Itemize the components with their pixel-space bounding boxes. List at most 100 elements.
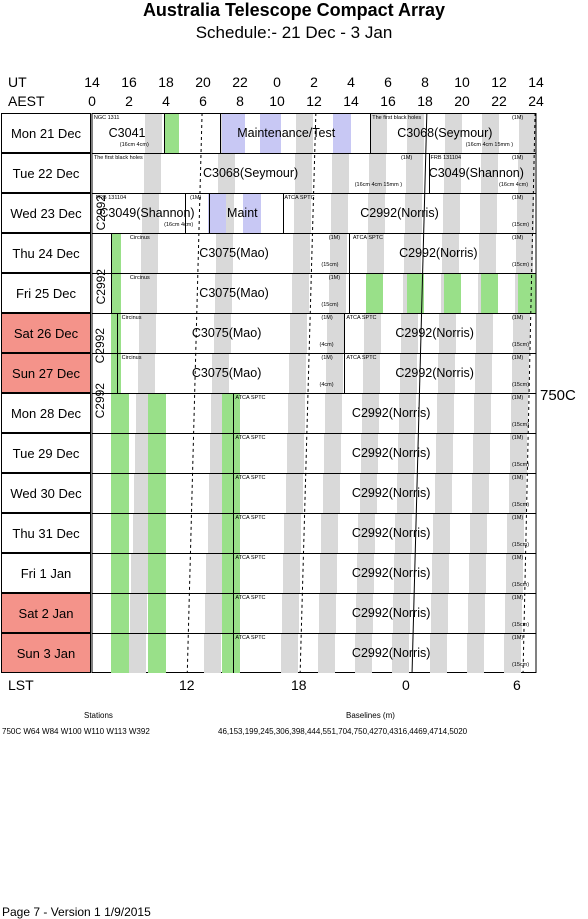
- receiver-config: (15cm): [511, 582, 530, 588]
- lst-stripe: [506, 554, 524, 593]
- lst-stripe: [445, 114, 463, 153]
- lst-stripe: [213, 314, 231, 353]
- block-separator: [282, 193, 284, 233]
- lst-stripe: [515, 234, 533, 273]
- maint-stripe: [260, 114, 281, 153]
- block-separator: [349, 233, 351, 273]
- aest-tick: 2: [125, 93, 133, 109]
- lst-stripe: [288, 394, 305, 433]
- lst-stripe: [400, 354, 418, 393]
- maint-stripe: [222, 114, 245, 153]
- night-stripe: [480, 274, 499, 313]
- lst-stripe: [364, 314, 382, 353]
- array-config: (1M): [511, 515, 524, 521]
- lst-stripe: [321, 514, 339, 553]
- lst-stripe: [481, 154, 499, 193]
- array-config: (1M): [511, 435, 524, 441]
- lst-stripe: [363, 354, 381, 393]
- night-stripe: [111, 434, 130, 473]
- receiver-config: (15cm): [511, 622, 530, 628]
- ut-tick: 14: [84, 74, 100, 90]
- receiver-config: (15cm): [511, 462, 530, 468]
- lst-stripe: [429, 634, 447, 673]
- aest-tick: 6: [199, 93, 207, 109]
- receiver-config: (15cm): [511, 342, 530, 348]
- project-target: FRB 131104: [430, 155, 462, 161]
- night-stripe: [365, 274, 384, 313]
- lst-stripe: [326, 354, 344, 393]
- array-config: (1M): [511, 475, 524, 481]
- lst-stripe: [331, 194, 349, 233]
- project-target: NGC 1311: [93, 115, 120, 121]
- block-separator: [116, 313, 118, 353]
- lst-stripe: [510, 394, 528, 433]
- block-separator: [232, 633, 234, 673]
- day-label: Tue 22 Dec: [1, 153, 91, 193]
- block-separator: [343, 313, 345, 353]
- night-stripe: [110, 354, 121, 393]
- aest-tick: 4: [162, 93, 170, 109]
- night-stripe: [111, 554, 130, 593]
- lst-stripe: [327, 314, 345, 353]
- lst-stripe: [479, 194, 497, 233]
- project-target: ATCA SPTC: [235, 555, 266, 561]
- stations-value: 750C W64 W84 W100 W110 W113 W392: [2, 727, 150, 736]
- project-code: C2992(Norris): [395, 326, 474, 340]
- night-stripe: [165, 114, 180, 153]
- block-separator: [369, 113, 371, 153]
- lst-stripe: [208, 474, 226, 513]
- lst-stripe: [204, 634, 222, 673]
- day-label: Mon 28 Dec: [1, 393, 91, 433]
- lst-0-guide: [411, 113, 428, 673]
- array-config: (1M): [511, 355, 524, 361]
- lst-stripe: [444, 154, 462, 193]
- night-stripe: [443, 274, 462, 313]
- block-separator: [349, 273, 351, 313]
- project-code: C2992(Norris): [395, 366, 474, 380]
- baselines-label: Baselines (m): [346, 711, 395, 720]
- ut-tick: 20: [195, 74, 211, 90]
- lst-stripe: [281, 594, 299, 633]
- project-target: Circinus: [121, 315, 142, 321]
- block-separator: [111, 233, 113, 273]
- aest-tick: 12: [306, 93, 322, 109]
- lst-stripe: [358, 514, 376, 553]
- night-stripe: [148, 394, 167, 433]
- night-stripe: [148, 594, 167, 633]
- receiver-config: (16cm 4cm): [119, 142, 149, 148]
- row-frame: [92, 553, 536, 593]
- receiver-config: (15cm): [321, 302, 339, 308]
- lst-stripe: [355, 594, 373, 633]
- lst-stripe: [317, 634, 335, 673]
- lst-stripe: [368, 194, 386, 233]
- lst-stripe: [434, 474, 452, 513]
- lst-stripe: [138, 314, 156, 353]
- array-config: (1M): [511, 395, 524, 401]
- array-config: (1M): [511, 635, 524, 641]
- lst-stripe: [504, 594, 522, 633]
- lst-stripe: [391, 634, 409, 673]
- array-config: (1M): [511, 155, 524, 161]
- lst-stripe: [396, 474, 414, 513]
- lst-stripe: [395, 514, 413, 553]
- lst-stripe: [133, 474, 151, 513]
- lst-stripe: [469, 554, 487, 593]
- page-footer: Page 7 - Version 1 1/9/2015: [2, 905, 151, 919]
- lst-stripe: [354, 634, 372, 673]
- night-stripe: [111, 634, 130, 673]
- receiver-config: (15cm): [321, 262, 339, 268]
- project-target: ATCA SPTC: [346, 355, 377, 361]
- night-stripe: [111, 234, 122, 273]
- receiver-config: (16cm 4cm 15mm ): [465, 142, 514, 148]
- project-code: C3049(Shannon): [99, 206, 195, 220]
- lst-stripe: [397, 434, 415, 473]
- night-stripe: [222, 394, 241, 433]
- project-code: C2992(Norris): [351, 606, 431, 620]
- block-separator: [232, 553, 234, 593]
- lst-6-guide: [522, 113, 536, 673]
- block-separator: [232, 513, 234, 553]
- maint-stripe: [332, 114, 351, 153]
- row-frame: [92, 633, 536, 673]
- receiver-config: (16cm 4cm 15mm ): [354, 182, 403, 188]
- row-frame: [92, 433, 536, 473]
